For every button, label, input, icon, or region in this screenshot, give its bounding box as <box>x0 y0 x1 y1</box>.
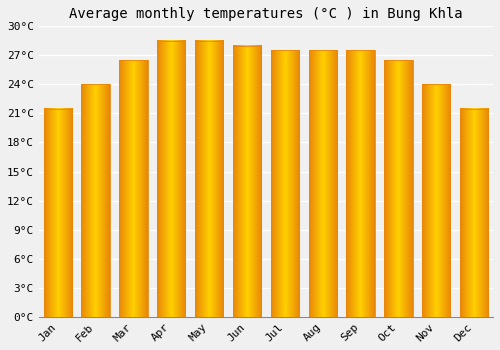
Title: Average monthly temperatures (°C ) in Bung Khla: Average monthly temperatures (°C ) in Bu… <box>69 7 462 21</box>
